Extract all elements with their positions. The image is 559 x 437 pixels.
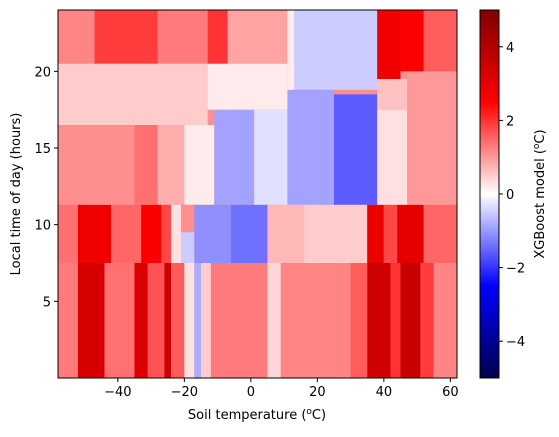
heatmap-cell: [164, 263, 172, 378]
heatmap-cell: [377, 10, 401, 79]
heatmap-cell: [407, 125, 457, 205]
colorbar-tick-label: −4: [506, 335, 525, 350]
heatmap-cell: [214, 109, 255, 205]
heatmap-cell: [184, 263, 195, 378]
x-axis-label-sup: o: [306, 407, 312, 417]
y-axis-label: Local time of day (hours): [9, 113, 24, 276]
heatmap-cell: [200, 263, 211, 378]
heatmap-cell: [207, 10, 228, 64]
colorbar-tick-label: 0: [506, 188, 514, 203]
heatmap-cell: [267, 263, 281, 378]
x-axis-label: Soil temperature (oC): [188, 407, 326, 423]
y-tick-label: 10: [34, 219, 51, 234]
heatmap-cell: [304, 204, 368, 263]
heatmap-cell: [407, 71, 457, 125]
heatmap-cell: [77, 204, 112, 263]
x-tick-label: 60: [442, 385, 459, 400]
colorbar-tick-label: −2: [506, 262, 525, 277]
x-axis-label-unit: C): [312, 408, 326, 423]
y-tick-label: 20: [34, 65, 51, 80]
y-tick-label: 15: [34, 142, 51, 157]
heatmap-cell: [181, 232, 195, 263]
x-tick-label: 20: [309, 385, 326, 400]
plot-frame: [57, 9, 458, 379]
heatmap-cell: [207, 63, 288, 110]
heatmap-cell: [210, 263, 268, 378]
heatmap-cell: [230, 204, 268, 263]
heatmap-cell: [254, 109, 288, 205]
x-axis-label-text: Soil temperature (: [188, 408, 306, 423]
heatmap-cell: [420, 263, 434, 378]
colorbar-label-text: XGBoost model (: [533, 149, 548, 259]
heatmap-cell: [400, 263, 421, 378]
y-axis-ticks: 5 10 15 20: [34, 65, 58, 310]
heatmap-cell: [141, 204, 162, 263]
heatmap-cell: [383, 204, 398, 263]
heatmap-cell: [350, 263, 368, 378]
heatmap-cell: [433, 263, 457, 378]
x-tick-label: −20: [171, 385, 198, 400]
heatmap-cell: [390, 263, 401, 378]
heatmap-cell: [194, 263, 201, 378]
heatmap-cell: [287, 10, 295, 90]
heatmap-cell: [267, 204, 305, 263]
colorbar-tick-label: 4: [506, 41, 514, 56]
heatmap-cell: [104, 263, 135, 378]
heatmap-cell: [171, 204, 182, 263]
colorbar: [479, 9, 500, 379]
colorbar-label-sup: o: [532, 143, 542, 149]
heatmap-cell: [77, 263, 105, 378]
heatmap-cell: [400, 10, 424, 72]
heatmap-cell: [367, 263, 391, 378]
heatmap-cell: [58, 63, 208, 125]
colorbar-label: XGBoost model (oC): [532, 129, 548, 258]
heatmap-cell: [423, 10, 457, 72]
heatmap-cell: [111, 204, 142, 263]
heatmap-cell: [194, 204, 231, 263]
colorbar-ticks: −4 −2 0 2 4: [499, 41, 525, 350]
heatmap-cell: [377, 109, 408, 205]
heatmap-cell: [171, 263, 185, 378]
heatmap-cell: [161, 204, 172, 263]
heatmap-cell: [367, 204, 384, 263]
heatmap-cell: [134, 125, 158, 205]
heatmap-cell: [227, 10, 288, 64]
heatmap-cell: [333, 94, 378, 205]
heatmap-cells: [58, 10, 457, 378]
y-tick-label: 5: [43, 295, 51, 310]
heatmap-cell: [280, 263, 351, 378]
heatmap-cell: [184, 125, 215, 205]
heatmap-cell: [58, 125, 135, 205]
heatmap-cell: [134, 263, 148, 378]
colorbar-tick-label: 2: [506, 114, 514, 129]
heatmap-cell: [287, 89, 334, 205]
heatmap-cell: [157, 10, 208, 64]
heatmap-cell: [423, 204, 457, 263]
heatmap-cell: [377, 79, 408, 110]
heatmap-cell: [58, 10, 95, 64]
heatmap-cell: [147, 263, 165, 378]
colorbar-label-unit: C): [533, 129, 548, 143]
heatmap-cell: [157, 125, 185, 205]
x-axis-ticks: −40 −20 0 20 40 60: [104, 378, 459, 400]
x-tick-label: 0: [247, 385, 255, 400]
heatmap-cell: [287, 10, 378, 90]
x-tick-label: −40: [104, 385, 131, 400]
heatmap-cell: [94, 10, 158, 64]
x-tick-label: 40: [376, 385, 393, 400]
heatmap-cell: [58, 204, 78, 263]
heatmap-cell: [397, 204, 424, 263]
